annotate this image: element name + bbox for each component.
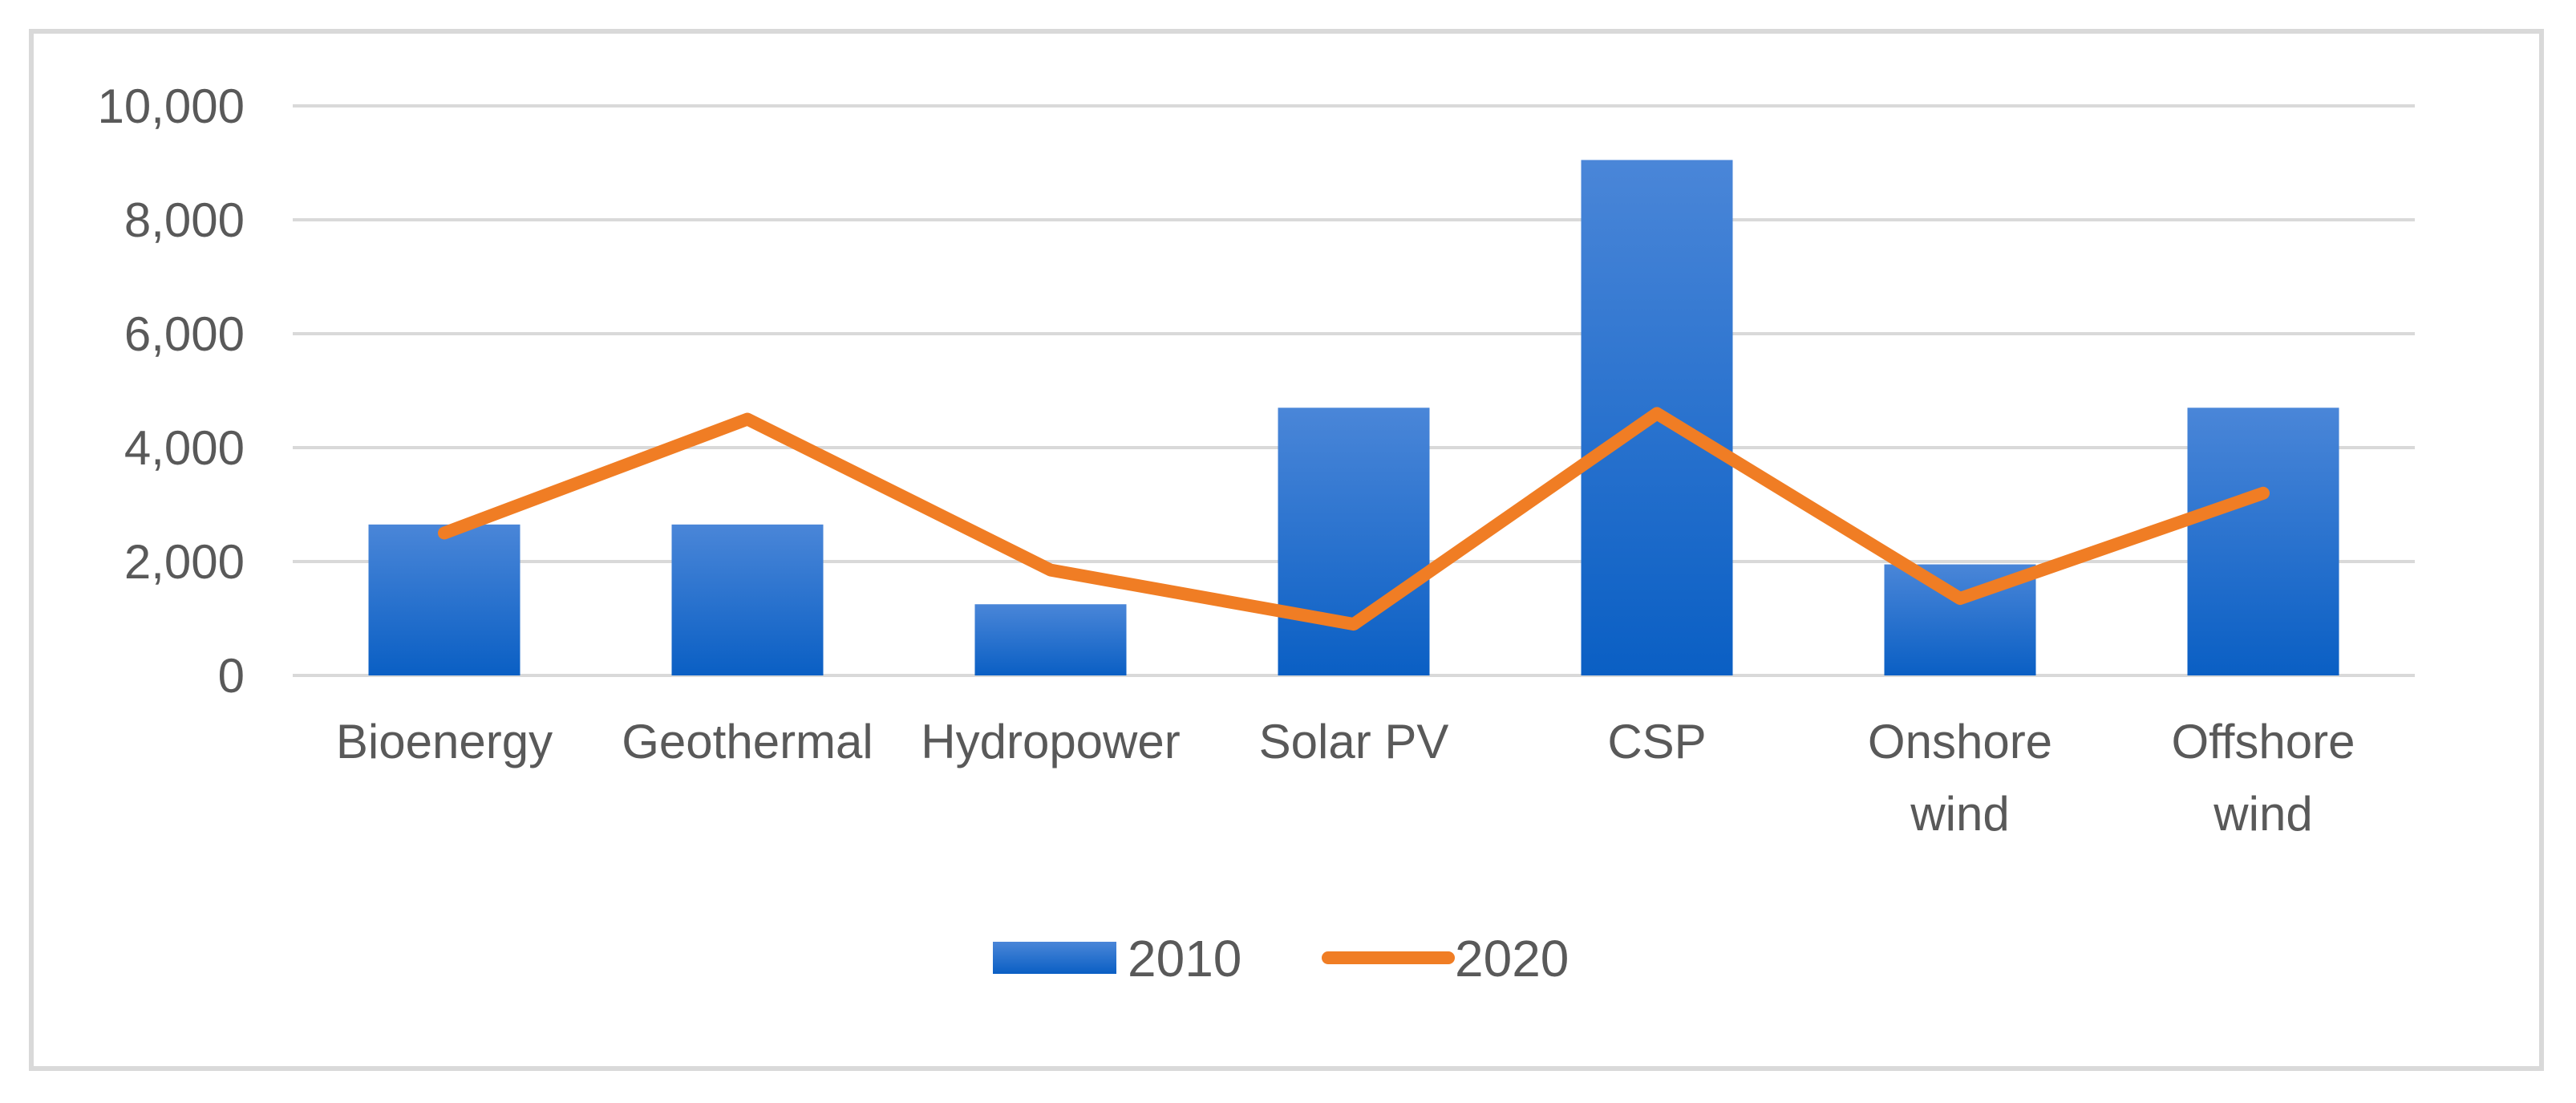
x-tick-label: CSP	[1607, 715, 1706, 768]
y-tick-label: 2,000	[124, 535, 245, 589]
y-tick-label: 0	[218, 649, 245, 703]
x-tick-label: Onshore wind	[1868, 715, 2052, 841]
x-tick-label: Bioenergy	[336, 715, 553, 768]
bar-2010-bioenergy	[368, 524, 520, 675]
x-tick-label: Solar PV	[1259, 715, 1449, 768]
line-2020	[438, 407, 2270, 631]
x-tick-label: Offshore wind	[2171, 715, 2355, 841]
x-tick-label: Hydropower	[921, 715, 1180, 768]
bar-2010-geothermal	[671, 524, 824, 675]
chart-frame: 0 2,000 4,000 6,000 8,000 10,000 Bioenergy Geo…	[29, 29, 2544, 1071]
bar-2010-solar-pv	[1278, 408, 1430, 675]
bar-2010-hydropower	[974, 604, 1127, 675]
x-axis: Bioenergy Geothermal Hydropower Solar PV CSP…	[336, 715, 2355, 841]
y-tick-label: 8,000	[124, 193, 245, 247]
y-tick-label: 4,000	[124, 421, 245, 475]
bar-series-2010	[368, 160, 2339, 675]
y-tick-label: 10,000	[97, 79, 245, 133]
bar-2010-offshore-wind	[2187, 408, 2339, 675]
line-series-2020	[438, 407, 2270, 631]
legend-label-2010: 2010	[1128, 930, 1241, 987]
legend-swatch-2010	[993, 942, 1116, 974]
y-axis: 0 2,000 4,000 6,000 8,000 10,000	[97, 79, 245, 703]
chart: 0 2,000 4,000 6,000 8,000 10,000 Bioenergy Geo…	[97, 79, 2415, 987]
legend: 2010 2020	[993, 930, 1569, 987]
y-tick-label: 6,000	[124, 307, 245, 361]
legend-label-2020: 2020	[1455, 930, 1569, 987]
x-tick-label: Geothermal	[622, 715, 873, 768]
